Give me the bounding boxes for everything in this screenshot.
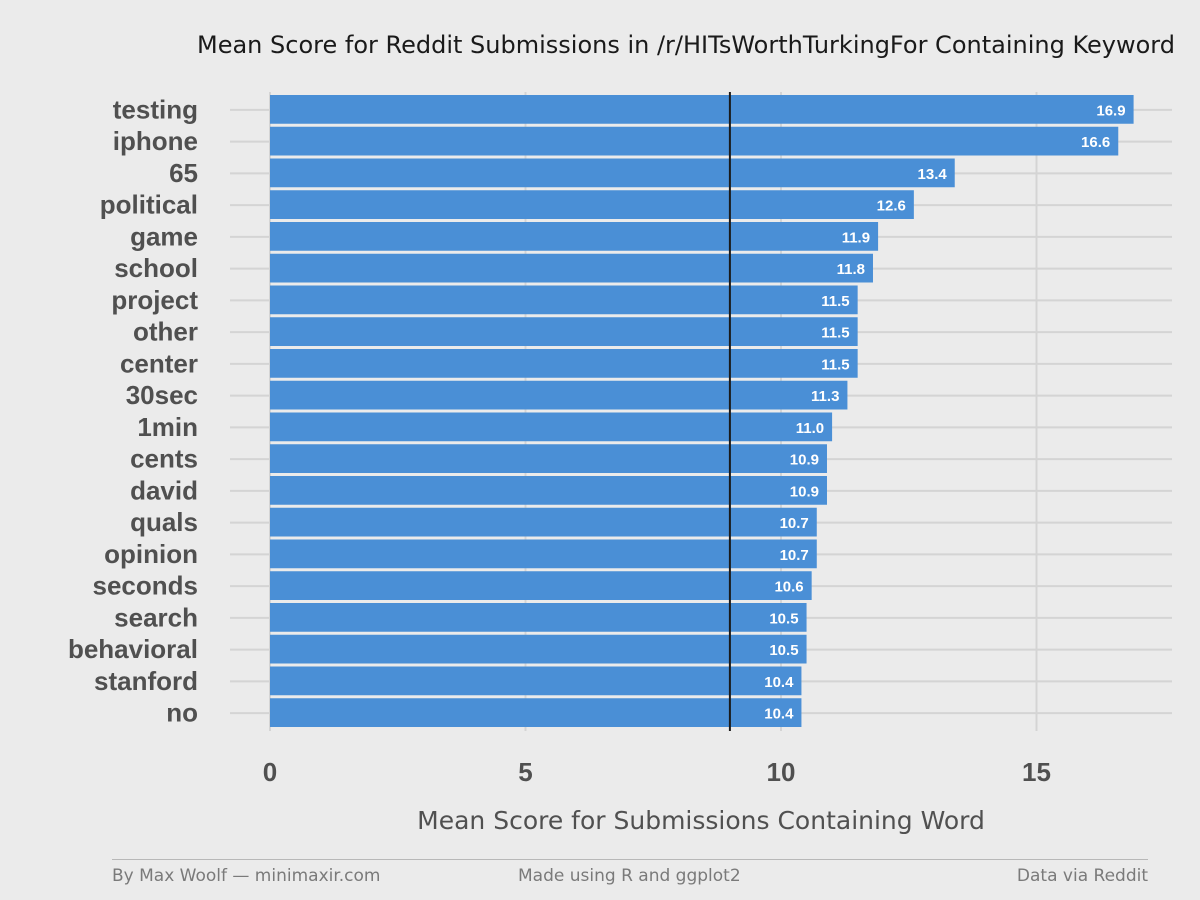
- footer: By Max Woolf — minimaxir.com Made using …: [112, 859, 1148, 886]
- value-label: 11.8: [837, 261, 865, 278]
- bar-david: [270, 476, 827, 505]
- chart-title: Mean Score for Reddit Submissions in /r/…: [197, 31, 1175, 59]
- bar-no: [270, 698, 802, 727]
- value-label: 11.5: [821, 325, 849, 342]
- bar-other: [270, 317, 858, 346]
- bar-quals: [270, 507, 817, 537]
- value-label: 10.4: [764, 706, 794, 723]
- bar-cents: [270, 444, 827, 473]
- footer-tools: Made using R and ggplot2: [518, 866, 741, 886]
- bar-1min: [270, 412, 833, 442]
- y-axis-category-labels: testingiphone65politicalgameschoolprojec…: [68, 94, 198, 727]
- y-category-label: other: [133, 317, 198, 347]
- value-label: 10.5: [769, 610, 798, 627]
- value-labels: 16.9 16.6 13.4 12.6 11.9 11.8 11.5 11.5 11.5 11.3…: [764, 102, 1125, 722]
- bar-behavioral: [270, 634, 807, 664]
- y-category-label: behavioral: [68, 634, 198, 664]
- value-label: 10.6: [774, 579, 803, 596]
- y-category-label: quals: [130, 507, 198, 537]
- bar-opinion: [270, 539, 817, 569]
- y-category-label: cents: [130, 444, 198, 474]
- bar-seconds: [270, 571, 812, 600]
- footer-source: Data via Reddit: [1016, 866, 1148, 886]
- y-category-label: stanford: [94, 666, 198, 696]
- bar-iphone: [270, 126, 1119, 156]
- bars: [270, 95, 1134, 727]
- value-label: 13.4: [918, 166, 948, 183]
- y-category-label: david: [130, 475, 198, 505]
- value-label: 16.9: [1096, 102, 1125, 119]
- y-category-label: seconds: [93, 571, 199, 601]
- x-tick-label: 10: [767, 757, 796, 787]
- value-label: 10.7: [780, 547, 809, 564]
- y-category-label: school: [114, 253, 198, 283]
- y-category-label: political: [100, 190, 198, 220]
- y-category-label: 1min: [137, 412, 198, 442]
- value-label: 12.6: [877, 198, 906, 215]
- value-label: 10.7: [780, 515, 809, 532]
- y-category-label: center: [120, 348, 198, 378]
- bar-30sec: [270, 380, 848, 410]
- value-label: 10.9: [790, 483, 819, 500]
- bar-center: [270, 349, 858, 378]
- value-label: 10.9: [790, 452, 819, 469]
- x-axis-title: Mean Score for Submissions Containing Wo…: [417, 806, 985, 835]
- y-category-label: no: [166, 698, 198, 728]
- bar-school: [270, 253, 873, 283]
- value-label: 10.4: [764, 674, 794, 691]
- value-label: 16.6: [1081, 134, 1110, 151]
- y-category-label: 30sec: [126, 380, 198, 410]
- value-label: 11.0: [796, 420, 824, 437]
- bar-testing: [270, 95, 1134, 124]
- x-tick-label: 0: [263, 757, 277, 787]
- bar-stanford: [270, 666, 802, 696]
- y-category-label: search: [114, 602, 198, 632]
- y-category-label: game: [130, 221, 198, 251]
- bar-game: [270, 222, 879, 251]
- y-category-label: testing: [113, 94, 198, 124]
- x-axis-tick-labels: 0 5 10 15: [263, 757, 1051, 787]
- value-label: 11.5: [821, 293, 849, 310]
- value-label: 11.9: [842, 229, 870, 246]
- x-tick-label: 15: [1022, 757, 1051, 787]
- bar-political: [270, 190, 914, 219]
- footer-credit: By Max Woolf — minimaxir.com: [112, 866, 381, 886]
- bar-65: [270, 158, 955, 188]
- y-category-label: 65: [169, 158, 198, 188]
- y-category-label: opinion: [104, 539, 198, 569]
- value-label: 10.5: [769, 642, 798, 659]
- bar-search: [270, 603, 807, 632]
- value-label: 11.3: [811, 388, 839, 405]
- y-category-label: project: [111, 285, 198, 315]
- x-tick-label: 5: [518, 757, 532, 787]
- y-category-label: iphone: [113, 126, 198, 156]
- bar-project: [270, 285, 858, 315]
- value-label: 11.5: [821, 356, 849, 373]
